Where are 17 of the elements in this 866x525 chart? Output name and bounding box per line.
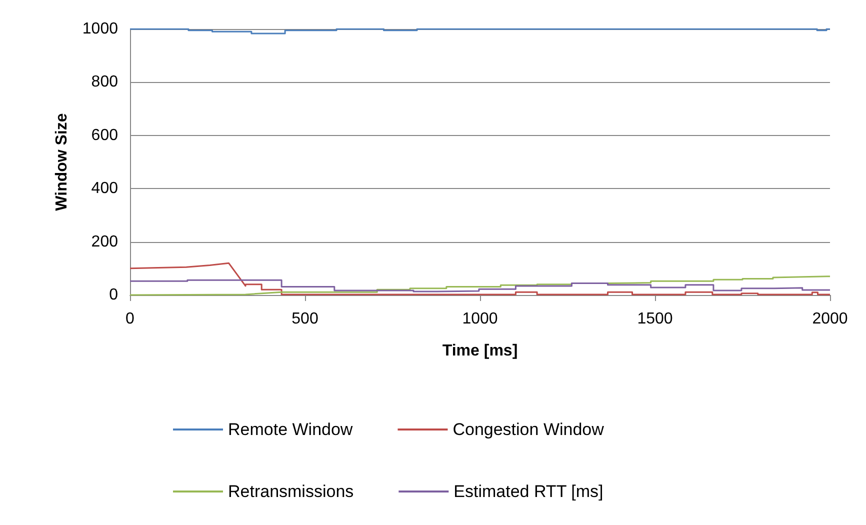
legend-label: Retransmissions	[228, 482, 354, 501]
y-tick-label: 200	[91, 233, 118, 250]
y-tick-label: 0	[109, 286, 118, 304]
y-tick-label: 800	[91, 74, 118, 91]
legend-label: Congestion Window	[452, 420, 605, 439]
x-tick-label: 2000	[812, 310, 848, 328]
y-tick-label: 400	[91, 180, 118, 198]
x-tick-label: 1500	[637, 310, 673, 328]
x-tick-label: 1000	[462, 310, 498, 328]
y-axis-title: Window Size	[54, 113, 70, 211]
y-tick-label: 1000	[82, 20, 118, 38]
x-tick-label: 500	[292, 310, 318, 328]
x-axis-title: Time [ms]	[442, 342, 518, 360]
x-tick-label: 0	[126, 310, 135, 328]
legend-label: Estimated RTT [ms]	[454, 482, 604, 501]
y-tick-label: 600	[91, 126, 118, 144]
legend-label: Remote Window	[228, 420, 354, 439]
